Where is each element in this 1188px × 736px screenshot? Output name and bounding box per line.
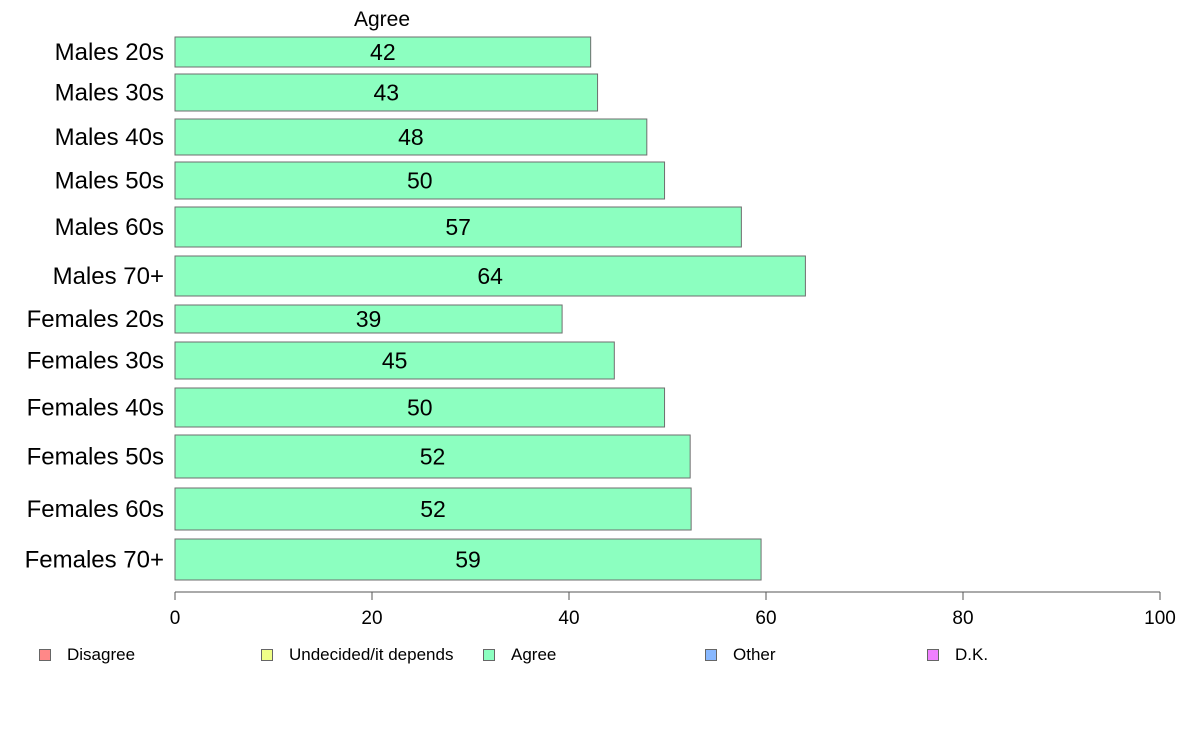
legend-swatch-other <box>705 649 717 661</box>
x-tick-label: 80 <box>952 608 973 629</box>
bar <box>174 255 806 297</box>
bar <box>174 118 648 156</box>
bar-value-label: 39 <box>356 306 382 332</box>
category-label: Males 70+ <box>53 263 164 290</box>
bar-value-label: 50 <box>407 168 433 194</box>
bar <box>174 73 599 112</box>
legend-swatch-agree <box>483 649 495 661</box>
x-tick-label: 60 <box>755 608 776 629</box>
bar-value-label: 43 <box>373 80 399 106</box>
category-label: Males 40s <box>55 124 164 151</box>
bar <box>174 161 666 200</box>
bar-value-label: 45 <box>382 348 408 374</box>
bar-value-label: 52 <box>420 444 446 470</box>
category-label: Females 70+ <box>25 547 164 574</box>
category-label: Females 50s <box>27 444 164 471</box>
category-label: Females 20s <box>27 306 164 333</box>
x-tick-label: 20 <box>361 608 382 629</box>
category-label: Females 30s <box>27 348 164 375</box>
x-tick-label: 100 <box>1144 608 1176 629</box>
bar-value-label: 64 <box>477 263 503 289</box>
bar-value-label: 42 <box>370 39 396 65</box>
bar <box>174 36 592 68</box>
bar-value-label: 50 <box>407 395 433 421</box>
bar <box>174 538 762 581</box>
series-header: Agree <box>354 8 410 31</box>
category-label: Males 60s <box>55 214 164 241</box>
x-tick-label: 40 <box>558 608 579 629</box>
bar-chart: Agree 42 Males 20s 43 Males 30s 48 Males 40s 5… <box>25 8 1176 629</box>
legend-item-undecided: Undecided/it depends <box>261 645 453 665</box>
legend-label-dk: D.K. <box>955 645 989 664</box>
category-label: Females 40s <box>27 395 164 422</box>
legend-item-disagree: Disagree <box>39 645 135 665</box>
legend-item-agree: Agree <box>483 645 556 665</box>
bar-value-label: 59 <box>455 547 481 573</box>
category-label: Males 20s <box>55 39 164 66</box>
legend-label-disagree: Disagree <box>67 645 136 664</box>
legend-item-other: Other <box>705 645 776 665</box>
category-label: Females 60s <box>27 496 164 523</box>
legend-label-other: Other <box>733 645 776 664</box>
bar <box>174 487 692 531</box>
bar-value-label: 48 <box>398 124 424 150</box>
category-label: Males 50s <box>55 168 164 195</box>
legend-swatch-undecided <box>261 649 273 661</box>
legend-label-undecided: Undecided/it depends <box>289 645 454 664</box>
legend-swatch-disagree <box>39 649 51 661</box>
bar <box>174 304 563 334</box>
bar <box>174 341 615 380</box>
bar <box>174 387 666 428</box>
legend-label-agree: Agree <box>511 645 557 664</box>
legend-item-dk: D.K. <box>927 645 988 665</box>
category-label: Males 30s <box>55 80 164 107</box>
bar-value-label: 57 <box>445 214 471 240</box>
bar-value-label: 52 <box>420 496 446 522</box>
legend: Disagree Undecided/it depends Agree Othe… <box>0 645 1188 669</box>
legend-swatch-dk <box>927 649 939 661</box>
bar <box>174 434 691 479</box>
x-tick-label: 0 <box>170 608 181 629</box>
bar <box>174 206 742 248</box>
